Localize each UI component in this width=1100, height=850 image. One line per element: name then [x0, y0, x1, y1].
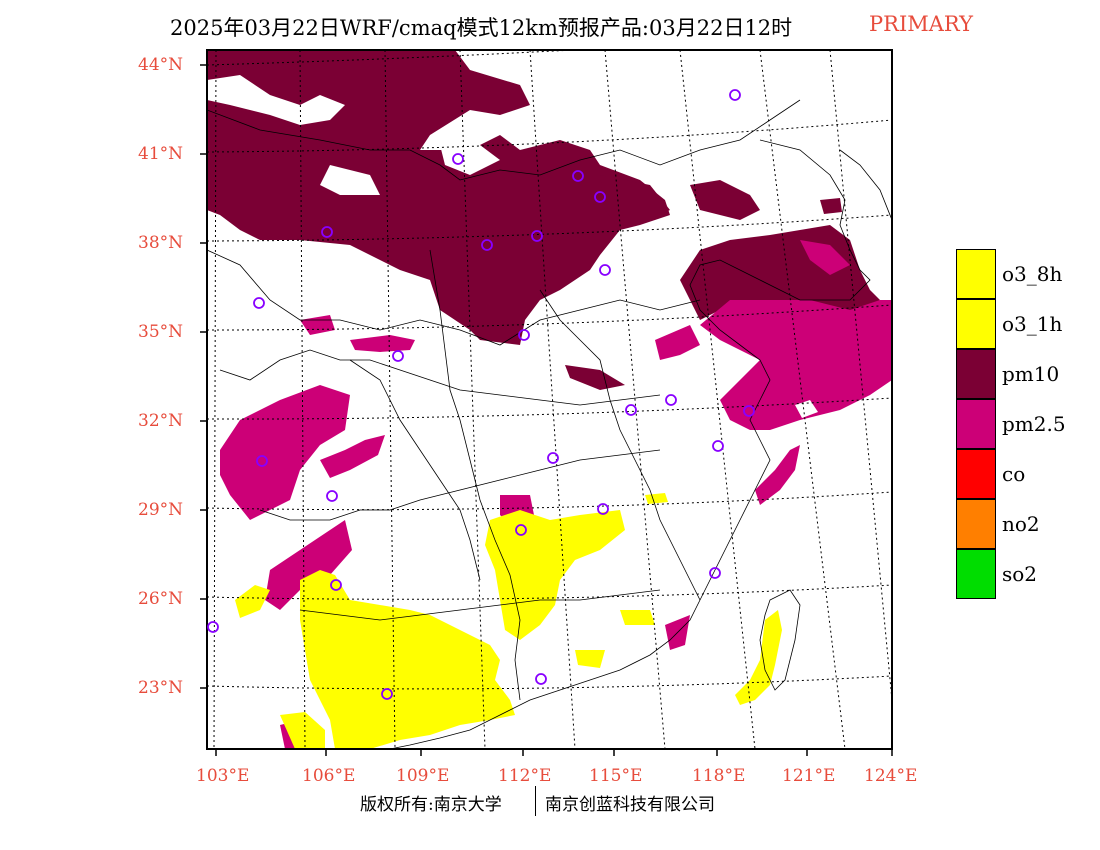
pm25-region-chongqing — [320, 435, 385, 478]
lon-label-106: 106°E — [302, 766, 356, 786]
legend-swatch — [956, 549, 996, 599]
legend-item-o3-1h: o3_1h — [956, 299, 1100, 349]
map-frame — [206, 49, 893, 750]
pm25-region-fujian-coast — [755, 445, 800, 505]
tick-marks — [200, 64, 893, 756]
pm25-patch-anhui — [655, 325, 700, 360]
legend-label: co — [1002, 462, 1026, 486]
lon-label-112: 112°E — [498, 766, 552, 786]
lat-label-44: 44°N — [138, 55, 184, 75]
lat-label-38: 38°N — [138, 233, 184, 253]
legend-item-co: co — [956, 449, 1100, 499]
station-marker — [743, 405, 755, 417]
station-marker — [599, 264, 611, 276]
lon-label-103: 103°E — [196, 766, 250, 786]
lat-label-23: 23°N — [138, 678, 184, 698]
station-marker — [515, 524, 527, 536]
clear-gap-3 — [440, 145, 500, 175]
graticule — [207, 50, 892, 749]
pm25-patch-shaanxi — [350, 335, 415, 352]
clear-gap-1 — [207, 75, 345, 125]
pm10-patch-hebei — [600, 175, 670, 228]
legend-swatch — [956, 499, 996, 549]
pm25-region-guizhou — [265, 520, 352, 610]
company-text: 南京创蓝科技有限公司 — [545, 795, 715, 815]
pm10-patch-korea — [820, 198, 842, 214]
legend-swatch — [956, 399, 996, 449]
lat-label-26: 26°N — [138, 589, 184, 609]
legend-item-pm10: pm10 — [956, 349, 1100, 399]
legend-item-o3-8h: o3_8h — [956, 249, 1100, 299]
o3-patch-gd-sw — [575, 650, 605, 668]
legend-swatch — [956, 349, 996, 399]
legend-label: so2 — [1002, 562, 1038, 586]
station-marker — [625, 404, 637, 416]
boundaries — [207, 99, 892, 749]
station-marker — [381, 688, 393, 700]
legend-swatch — [956, 249, 996, 299]
title-row: 2025年03月22日WRF/cmaq模式12km预报产品:03月22日12时 … — [0, 10, 1100, 42]
lon-label-118: 118°E — [692, 766, 746, 786]
station-marker — [481, 239, 493, 251]
lat-label-41: 41°N — [138, 144, 184, 164]
station-marker — [392, 350, 404, 362]
station-marker — [518, 329, 530, 341]
station-marker — [207, 621, 219, 633]
pm25-region-shandong-coast — [800, 240, 850, 275]
legend-item-no2: no2 — [956, 499, 1100, 549]
pm10-region-north — [207, 50, 670, 345]
pm10-patch-henan — [565, 365, 625, 390]
station-marker — [594, 191, 606, 203]
o3-region-south — [300, 570, 515, 749]
legend-item-so2: so2 — [956, 549, 1100, 599]
lat-label-35: 35°N — [138, 322, 184, 342]
o3-patch-guangdong-n — [620, 610, 655, 625]
legend-swatch — [956, 449, 996, 499]
copyright-text: 版权所有:南京大学 — [360, 795, 502, 815]
station-marker — [535, 673, 547, 685]
station-marker — [709, 567, 721, 579]
pm10-patch-liaoning — [690, 180, 760, 220]
lon-label-121: 121°E — [782, 766, 836, 786]
station-marker — [531, 230, 543, 242]
lon-label-109: 109°E — [396, 766, 450, 786]
lon-label-124: 124°E — [864, 766, 918, 786]
lon-label-115: 115°E — [589, 766, 643, 786]
footer-divider — [535, 786, 536, 816]
o3-region-hunan-jiangxi — [485, 510, 625, 640]
legend-item-pm25: pm2.5 — [956, 399, 1100, 449]
station-marker — [452, 153, 464, 165]
station-marker — [665, 394, 677, 406]
legend-label: pm2.5 — [1002, 412, 1066, 436]
station-marker — [729, 89, 741, 101]
clear-gap-2 — [320, 165, 380, 195]
o3-patch-yunnan — [235, 585, 270, 618]
station-marker — [712, 440, 724, 452]
station-marker — [547, 452, 559, 464]
primary-tag: PRIMARY — [869, 12, 973, 36]
legend-label: o3_8h — [1002, 262, 1063, 286]
pm25-region-east — [700, 300, 892, 430]
station-marker — [330, 579, 342, 591]
legend-label: no2 — [1002, 512, 1040, 536]
station-markers — [207, 89, 755, 700]
o3-patch-guangxi-sw — [280, 712, 325, 749]
station-marker — [572, 170, 584, 182]
lat-label-32: 32°N — [138, 411, 184, 431]
station-marker — [321, 226, 333, 238]
o3-patch-fujian — [645, 493, 668, 504]
station-marker — [326, 490, 338, 502]
map-title: 2025年03月22日WRF/cmaq模式12km预报产品:03月22日12时 — [170, 16, 793, 40]
station-marker — [256, 455, 268, 467]
legend-swatch — [956, 299, 996, 349]
legend-label: pm10 — [1002, 362, 1060, 386]
station-marker — [597, 503, 609, 515]
station-marker — [253, 297, 265, 309]
clear-gap-east — [795, 400, 818, 418]
lat-label-29: 29°N — [138, 500, 184, 520]
legend-label: o3_1h — [1002, 312, 1063, 336]
